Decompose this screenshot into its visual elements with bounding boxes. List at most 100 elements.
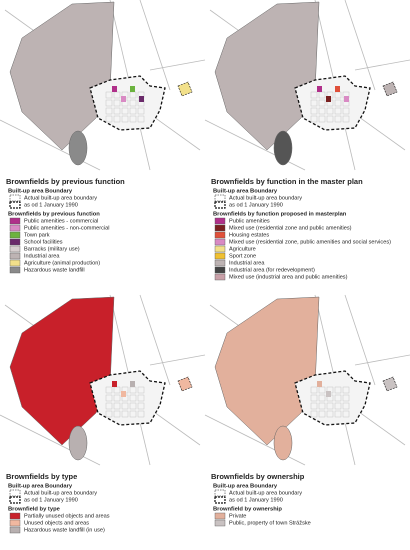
legend-label: Town park	[24, 232, 50, 238]
building-block	[105, 91, 113, 99]
legend-swatch	[214, 252, 226, 260]
boundary-swatch	[9, 194, 21, 202]
town-patch	[344, 96, 349, 102]
legend-heading: Built-up area Boundary	[8, 189, 73, 195]
legend-label: Partially unused objects and areas	[24, 513, 110, 519]
boundary-swatch	[9, 201, 21, 209]
road	[344, 0, 376, 91]
legend-swatch	[214, 512, 226, 520]
town-patch	[130, 86, 135, 92]
town-patch	[130, 381, 135, 387]
landfill	[68, 130, 88, 166]
brownfield-area	[9, 1, 115, 151]
building-block	[121, 402, 129, 410]
legend-label: School facilities	[24, 239, 63, 245]
building-block	[318, 99, 326, 107]
building-block	[326, 107, 334, 115]
town-patch	[121, 96, 126, 102]
road	[139, 294, 171, 386]
town-patch	[112, 381, 117, 387]
building-block	[113, 99, 121, 107]
boundary-swatch	[214, 194, 226, 202]
building-block	[342, 410, 350, 418]
map	[0, 294, 206, 466]
building-block	[105, 115, 113, 123]
legend-label: Agriculture (animal production)	[24, 260, 100, 266]
legend-label: Actual built-up area boundary	[24, 490, 97, 496]
legend-swatch	[9, 512, 21, 520]
map	[204, 0, 410, 171]
legend-heading: Built-up area Boundary	[213, 189, 278, 195]
town-patch	[139, 96, 144, 102]
legend-swatch	[214, 231, 226, 239]
legend-label: as od 1 January 1990	[24, 497, 78, 503]
boundary-swatch	[214, 489, 226, 497]
legend-label: Housing estates	[229, 232, 269, 238]
legend-label: as od 1 January 1990	[229, 202, 283, 208]
legend-heading: Built-up area Boundary	[8, 484, 73, 490]
legend-swatch	[214, 238, 226, 246]
building-block	[326, 410, 334, 418]
legend-swatch	[214, 519, 226, 527]
road	[344, 294, 376, 386]
town-patch	[121, 391, 126, 397]
legend-label: Agriculture	[229, 246, 256, 252]
legend-title: Brownfields by function in the master pl…	[211, 177, 363, 186]
legend-swatch	[9, 224, 21, 232]
building-block	[310, 107, 318, 115]
building-block	[105, 386, 113, 394]
legend-swatch	[214, 217, 226, 225]
building-block	[310, 394, 318, 402]
town-patch	[317, 381, 322, 387]
legend-label: Actual built-up area boundary	[229, 490, 302, 496]
building-block	[137, 402, 145, 410]
legend-swatch	[214, 224, 226, 232]
built-up-boundary	[89, 370, 166, 426]
building-block	[137, 386, 145, 394]
building-block	[342, 115, 350, 123]
building-block	[310, 91, 318, 99]
road	[354, 59, 410, 71]
town-patch	[317, 86, 322, 92]
legend-swatch	[214, 273, 226, 281]
boundary-swatch	[9, 496, 21, 504]
panel: Brownfields by type Built-up area Boundar…	[0, 294, 206, 533]
legend-swatch	[9, 231, 21, 239]
legend-swatch	[9, 266, 21, 274]
building-block	[326, 402, 334, 410]
building-block	[334, 402, 342, 410]
building-block	[137, 410, 145, 418]
building-block	[334, 99, 342, 107]
building-block	[129, 394, 137, 402]
building-block	[310, 115, 318, 123]
map	[204, 294, 410, 466]
legend-label: Sport zone	[229, 253, 256, 259]
map	[0, 0, 206, 171]
brownfield-area	[214, 1, 320, 151]
legend-title: Brownfields by type	[6, 472, 77, 481]
legend-heading: Brownfields by function proposed in mast…	[213, 212, 347, 218]
legend-label: Public amenities - non-commercial	[24, 225, 110, 231]
legend-swatch	[9, 245, 21, 253]
legend: Brownfields by previous function Built-up…	[6, 177, 125, 274]
building-block	[310, 410, 318, 418]
legend-label: Actual built-up area boundary	[229, 195, 302, 201]
legend-label: Hazardous waste landfill (in use)	[24, 527, 105, 533]
building-block	[129, 410, 137, 418]
boundary-swatch	[9, 489, 21, 497]
building-block	[137, 115, 145, 123]
building-block	[334, 410, 342, 418]
road	[139, 0, 171, 91]
building-block	[326, 115, 334, 123]
legend-swatch	[9, 217, 21, 225]
building-block	[129, 115, 137, 123]
legend: Brownfields by function in the master pl…	[211, 177, 391, 281]
building-block	[342, 394, 350, 402]
building-block	[105, 99, 113, 107]
legend-swatch	[9, 519, 21, 527]
legend-label: as od 1 January 1990	[229, 497, 283, 503]
legend-label: Actual built-up area boundary	[24, 195, 97, 201]
legend-swatch	[9, 252, 21, 260]
town-patch	[326, 391, 331, 397]
